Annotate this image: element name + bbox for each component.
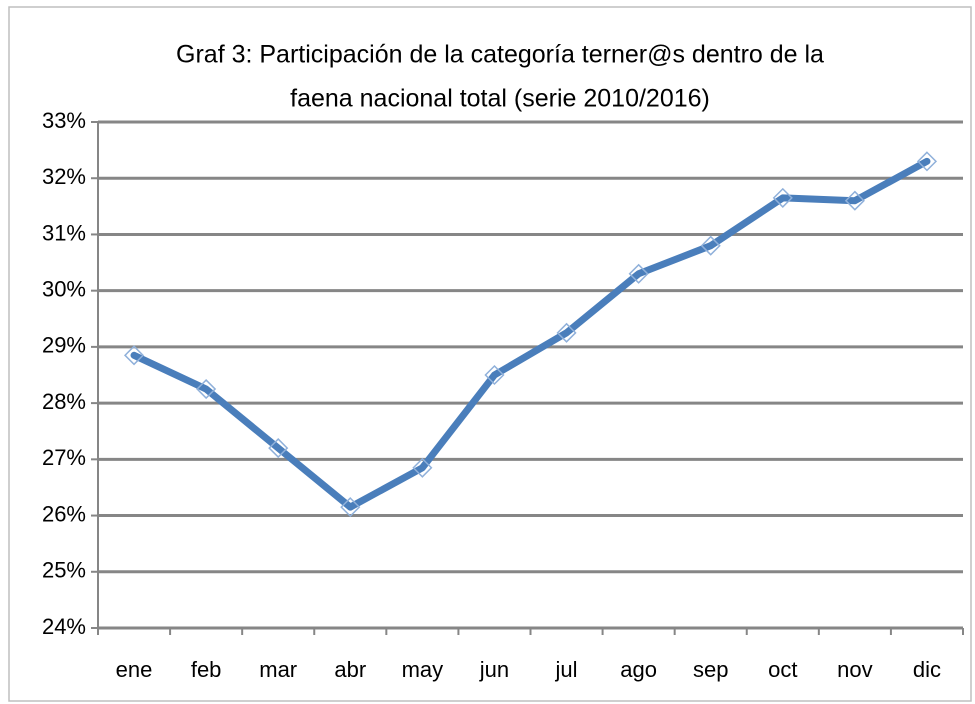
x-tick-label: oct — [768, 657, 797, 682]
point-marker — [268, 438, 289, 459]
point-marker — [196, 378, 217, 400]
y-tick-label: 29% — [42, 333, 86, 358]
y-tick-label: 33% — [42, 108, 86, 133]
x-tick-label: feb — [191, 657, 222, 682]
y-tick-label: 27% — [42, 445, 86, 470]
y-tick-label: 28% — [42, 389, 86, 414]
point-marker — [844, 190, 865, 211]
point-marker — [412, 457, 433, 478]
point-marker — [772, 187, 793, 208]
x-tick-label: sep — [693, 657, 728, 682]
chart-title: faena nacional total (serie 2010/2016) — [290, 85, 710, 113]
x-tick-label: abr — [334, 657, 366, 682]
point-marker — [916, 151, 938, 172]
x-tick-label: dic — [913, 657, 941, 682]
x-tick-label: mar — [259, 657, 297, 682]
y-tick-label: 30% — [42, 276, 86, 301]
chart-title: Graf 3: Participación de la categoría te… — [176, 41, 824, 69]
y-tick-label: 24% — [42, 614, 86, 639]
point-marker — [628, 263, 649, 284]
series-line — [130, 157, 931, 511]
x-tick-label: jul — [555, 657, 578, 682]
y-tick-label: 25% — [42, 558, 86, 583]
x-tick-label: may — [402, 657, 444, 682]
y-tick-label: 26% — [42, 501, 86, 526]
point-marker — [123, 345, 145, 366]
y-tick-label: 31% — [42, 220, 86, 245]
point-marker — [700, 235, 721, 256]
x-tick-label: ago — [620, 657, 657, 682]
x-tick-label: jun — [479, 657, 509, 682]
y-tick-label: 32% — [42, 164, 86, 189]
point-marker — [484, 364, 505, 386]
point-marker — [340, 497, 361, 518]
x-tick-label: nov — [837, 657, 872, 682]
point-marker — [556, 322, 577, 343]
x-tick-label: ene — [116, 657, 153, 682]
